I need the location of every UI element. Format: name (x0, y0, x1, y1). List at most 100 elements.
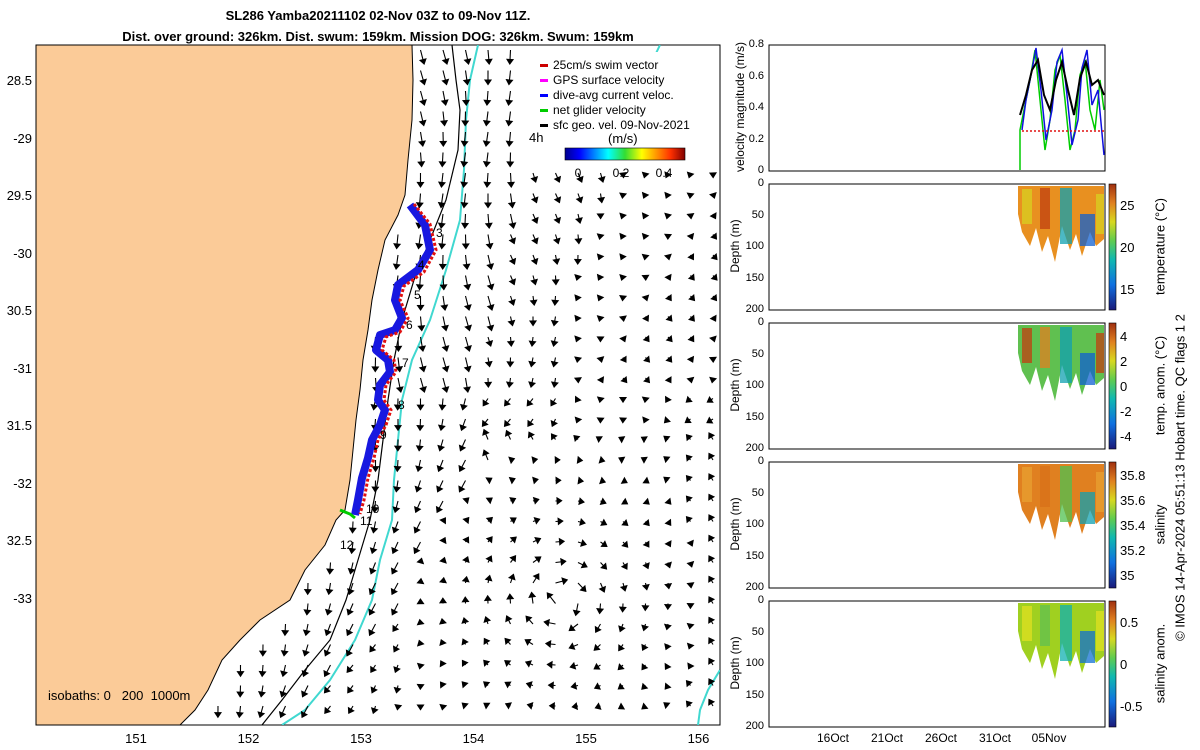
sal_anom-cbar-tick: -0.5 (1120, 699, 1143, 714)
salinity-section-patch (1096, 472, 1104, 512)
velocity-arrowhead (439, 703, 448, 711)
velocity-arrowhead (418, 119, 427, 127)
velocity-arrowhead (596, 336, 605, 343)
lat-label: -29 (13, 130, 32, 146)
velocity-arrowhead (482, 119, 491, 127)
velocity-arrowhead (508, 278, 517, 286)
velocity-arrowhead (258, 650, 267, 657)
velocity-arrowhead (324, 608, 333, 616)
velocity-arrowhead (439, 576, 448, 584)
velocity-arrowhead (550, 433, 558, 441)
velocity-arrowhead (440, 99, 449, 106)
panel-xtick: 05Nov (1031, 731, 1067, 745)
velocity-arrowhead (258, 670, 267, 678)
velocity-arrowhead (486, 263, 495, 270)
velocity-arrowhead (505, 615, 513, 623)
velocity-arrowhead (416, 704, 425, 711)
velocity-arrowhead (482, 399, 490, 407)
velocity-arrowhead (619, 253, 627, 261)
velocity-arrowhead (596, 417, 605, 424)
temperature-cbar-label: temperature (°C) (1152, 198, 1168, 295)
velocity-arrowhead (550, 319, 559, 327)
velocity-arrowhead (684, 416, 692, 424)
panel-xtick: 16Oct (816, 731, 849, 745)
velocity-arrowhead (485, 516, 493, 524)
salinity-ytick: 50 (751, 486, 764, 499)
velocity-arrowhead (528, 360, 537, 368)
velocity-arrowhead (393, 486, 402, 493)
velocity-arrowhead (641, 682, 649, 690)
velocity-arrowhead (556, 496, 563, 505)
velocity-arrowhead (300, 710, 308, 719)
velocity-arrowhead (390, 567, 399, 575)
velocity-arrowhead (323, 649, 332, 657)
velocity-arrowhead (390, 587, 398, 596)
velocity-arrowhead (599, 497, 607, 505)
velocity-arrowhead (460, 403, 468, 411)
velocity-arrowhead (620, 562, 628, 570)
velocity-arrowhead (561, 577, 569, 586)
velocity-ylabel: velocity magnitude (m/s) (733, 41, 747, 173)
velocity-arrowhead (213, 712, 222, 719)
velocity-arrowhead (596, 294, 605, 302)
velocity-arrowhead (281, 629, 290, 637)
velocity-arrowhead (708, 432, 716, 440)
velocity-arrowhead (593, 682, 602, 690)
velocity-arrowhead (619, 212, 627, 220)
velocity-arrowhead (462, 516, 470, 525)
velocity-arrowhead (553, 175, 562, 183)
velocity-arrowhead (393, 686, 402, 694)
velocity-arrowhead (596, 213, 605, 220)
velocity-arrowhead (371, 486, 380, 493)
velocity-arrowhead (324, 629, 332, 637)
velocity-arrowhead (461, 638, 469, 646)
velocity-arrowhead (532, 496, 540, 505)
velocity-arrowhead (257, 691, 266, 698)
velocity-arrowhead (346, 665, 354, 673)
velocity-arrowhead (709, 335, 717, 343)
velocity-arrowhead (710, 232, 718, 240)
velocity-arrowhead (618, 315, 627, 322)
velocity-arrowhead (326, 568, 335, 575)
velocity-arrowhead (665, 355, 673, 363)
sal_anom-section-patch (1060, 605, 1072, 661)
velocity-arrowhead (557, 517, 564, 526)
velocity-arrowhead (508, 476, 516, 485)
velocity-arrowhead (441, 345, 450, 352)
velocity-arrowhead (664, 376, 672, 384)
velocity-arrowhead (547, 681, 554, 690)
day-label: 5 (414, 288, 421, 302)
velocity-arrowhead (481, 419, 489, 427)
velocity-arrowhead (526, 701, 534, 710)
velocity-arrowhead (392, 506, 401, 514)
velocity-arrowhead (578, 497, 585, 506)
sal_anom-ylabel: Depth (m) (728, 636, 742, 690)
velocity-arrowhead (506, 58, 515, 65)
velocity-arrowhead (643, 376, 651, 384)
temp_anom-ytick: 0 (757, 316, 764, 328)
velocity-arrowhead (482, 428, 490, 436)
velocity-arrowhead (418, 58, 427, 65)
velocity-arrowhead (458, 444, 467, 452)
velocity-arrowhead (462, 536, 470, 544)
map-title-line2: Dist. over ground: 326km. Dist. swum: 15… (122, 29, 634, 44)
velocity-arrowhead (664, 561, 672, 569)
velocity-arrowhead (348, 527, 357, 534)
velocity-arrowhead (438, 161, 447, 168)
velocity-arrowhead (574, 335, 582, 343)
velocity-arrowhead (507, 573, 516, 581)
sal_anom-section-patch (1022, 606, 1032, 641)
velocity-arrowhead (369, 567, 377, 575)
velocity-arrowhead (530, 176, 539, 183)
velocity-arrowhead (463, 283, 472, 291)
temperature-cbar-tick: 25 (1120, 198, 1135, 213)
velocity-arrowhead (555, 476, 562, 485)
day-label: 4 (418, 258, 425, 272)
velocity-arrowhead (325, 588, 334, 596)
hours-label: 4h (529, 130, 544, 145)
velocity-ytick: 0.4 (748, 101, 764, 113)
velocity-arrowhead (505, 140, 514, 147)
velocity-arrowhead (368, 608, 376, 616)
velocity-arrowhead (458, 464, 466, 473)
velocity-arrowhead (706, 416, 714, 424)
